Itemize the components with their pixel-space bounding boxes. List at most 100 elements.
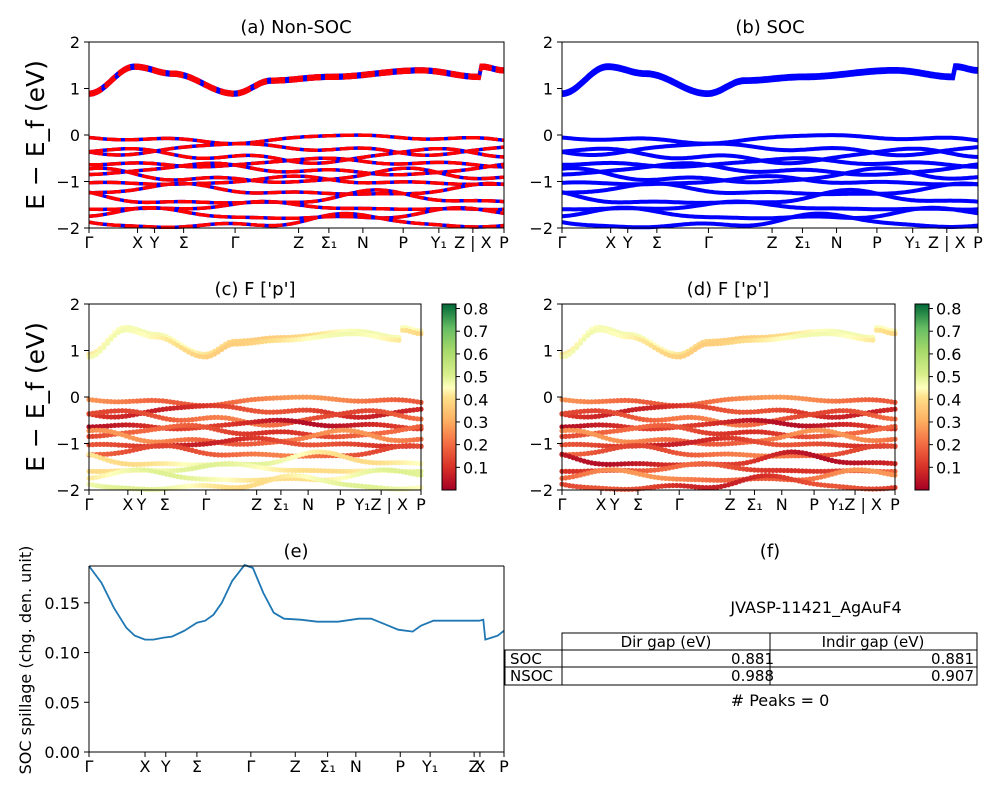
x-tick-label: Z | X xyxy=(928,233,966,252)
band-point xyxy=(189,404,195,410)
band-point xyxy=(703,477,709,483)
band-point xyxy=(585,422,591,428)
band-point xyxy=(722,477,728,483)
band-point xyxy=(359,422,365,428)
x-tick-label: Y xyxy=(609,495,620,514)
band-point xyxy=(219,452,225,458)
band-point xyxy=(182,461,188,468)
x-tick-label: N xyxy=(776,495,788,514)
band-point xyxy=(182,422,188,428)
colorbar-tick-label: 0.7 xyxy=(463,322,488,341)
colorbar-tick-label: 0.4 xyxy=(936,390,961,409)
band-point xyxy=(123,442,129,448)
band-point xyxy=(796,468,802,474)
band-point xyxy=(90,468,96,474)
band-point xyxy=(696,477,702,483)
x-tick-label: P xyxy=(398,233,408,252)
band-point xyxy=(603,461,610,467)
band-point xyxy=(104,423,110,429)
band-point xyxy=(130,398,136,404)
x-tick-label: X xyxy=(605,233,616,252)
band-point xyxy=(785,449,791,455)
band-point xyxy=(226,477,232,483)
band-point xyxy=(592,408,598,414)
band-point xyxy=(307,442,313,448)
band-point xyxy=(123,399,129,405)
band-point xyxy=(344,468,350,474)
y-tick-label: −1 xyxy=(56,173,80,192)
band-point xyxy=(130,443,136,449)
band-point xyxy=(655,417,661,423)
band-point xyxy=(329,434,336,440)
band-point xyxy=(803,423,809,429)
band-point xyxy=(651,422,658,429)
band-point xyxy=(873,438,880,444)
band-point xyxy=(160,461,166,467)
band-point xyxy=(637,461,643,467)
band-point xyxy=(197,482,203,489)
panel-f-title: (f) xyxy=(760,541,780,562)
colorbar-tick-label: 0.2 xyxy=(463,436,488,455)
x-tick-label: Y₁ xyxy=(430,233,447,252)
band-point xyxy=(703,485,709,491)
band-point xyxy=(186,436,192,443)
band-point xyxy=(189,442,195,448)
band-point xyxy=(352,398,358,404)
band-point xyxy=(352,331,358,337)
y-tick-label: 0 xyxy=(70,126,80,145)
band-point xyxy=(171,461,177,467)
band-point xyxy=(836,398,843,404)
band-spin-down xyxy=(89,156,504,169)
band-point xyxy=(777,467,783,473)
band-soc xyxy=(561,205,979,221)
band-point xyxy=(744,417,750,423)
band-point xyxy=(263,395,269,402)
band-point xyxy=(256,451,262,457)
x-tick-label: Γ xyxy=(85,233,94,252)
band-point xyxy=(160,442,166,449)
colorbar-tick-label: 0.4 xyxy=(463,390,488,409)
band-point xyxy=(674,354,680,360)
band-soc xyxy=(562,156,978,169)
band-point xyxy=(337,468,343,474)
x-tick-label: Σ₁ xyxy=(321,233,338,252)
band-point xyxy=(307,467,313,474)
band-point xyxy=(219,346,225,352)
band-point xyxy=(581,336,587,342)
band-point xyxy=(300,394,306,400)
x-tick-label: Σ xyxy=(179,233,189,252)
band-point xyxy=(563,424,569,430)
band-point xyxy=(811,468,817,474)
band-point xyxy=(762,394,769,400)
band-point xyxy=(245,435,251,441)
band-point xyxy=(281,417,288,423)
band-point xyxy=(866,437,872,443)
band-soc xyxy=(561,211,979,230)
band-point xyxy=(618,461,624,467)
band-point xyxy=(574,441,580,447)
band-point xyxy=(788,453,795,459)
band-point xyxy=(178,404,184,411)
panel-d-title: (d) F ['p'] xyxy=(687,279,770,300)
band-point xyxy=(381,460,387,466)
band-point xyxy=(774,407,780,413)
band-point xyxy=(751,467,758,473)
x-tick-label: N xyxy=(302,495,314,514)
band-point xyxy=(230,461,236,467)
band-point xyxy=(577,340,584,346)
panel-c-xticks: Γ X Y Σ Γ Z Σ₁ N P Y₁Z | X P xyxy=(85,490,426,514)
band-point xyxy=(215,452,221,458)
band-point xyxy=(777,442,783,448)
band-point xyxy=(252,435,258,441)
band-point xyxy=(707,452,713,458)
band-point xyxy=(256,477,262,483)
y-tick-label: 0.15 xyxy=(44,594,80,613)
band-point xyxy=(104,484,110,490)
band-point xyxy=(93,351,99,357)
band-point xyxy=(163,461,170,467)
band-point xyxy=(388,437,395,443)
band-point xyxy=(329,468,336,474)
x-tick-label: X xyxy=(474,757,485,776)
band-point xyxy=(825,398,832,404)
band-point xyxy=(596,422,602,428)
